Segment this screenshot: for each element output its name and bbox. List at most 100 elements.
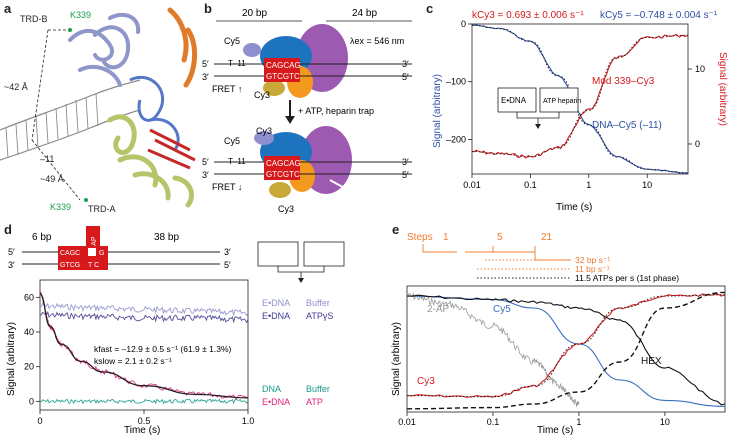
panel-b-schematic: 20 bp 24 bp CAGCAG GTCGTC Cy5 T–11 5′ 3′…	[202, 8, 412, 214]
e-series-3	[406, 294, 726, 406]
k339-bottom-label: K339	[50, 202, 71, 212]
d-fit-line	[39, 293, 249, 399]
d-ytick-label: 40	[24, 327, 34, 337]
cy5-label-bottom: Cy5	[224, 136, 240, 146]
reaction-arrowhead	[285, 116, 295, 124]
cy5-label-top: Cy5	[224, 36, 240, 46]
mix-arrow-d	[277, 266, 325, 280]
d-tick-layer: 0 0.5 1.0 60 40 20 0	[24, 292, 254, 426]
k339-top-marker	[68, 28, 72, 32]
k339-top-label: K339	[70, 10, 91, 20]
minus11-label: –11	[40, 154, 54, 164]
injection-arrow	[516, 112, 560, 126]
label-cy3-e: Cy3	[417, 376, 435, 387]
ylabel-d: Signal (arbitrary)	[6, 322, 17, 396]
mix-arrowhead-d	[298, 278, 304, 283]
five-prime-bottom-d: 5′	[224, 260, 231, 270]
ylabel-left-c: Signal (arbitrary)	[432, 74, 443, 148]
ylabel-e: Signal (arbitrary)	[391, 322, 402, 396]
tag-2ap: 2-AP	[91, 236, 98, 252]
trd-b-domain	[68, 12, 141, 87]
d-ytick-label: 20	[24, 362, 34, 372]
label-cy5-e: Cy5	[493, 304, 511, 315]
seq-box-bottom	[264, 156, 300, 180]
kslow-label: kslow = 2.1 ± 0.2 s⁻¹	[94, 356, 172, 366]
three-prime-bottom-d: 3′	[8, 260, 15, 270]
d-series-layer	[39, 290, 249, 405]
panel-label-d: d	[4, 222, 12, 237]
distance-49-label: ~49 Å	[40, 174, 64, 184]
xlabel-e: Time (s)	[537, 425, 573, 436]
trd-b-label: TRD-B	[20, 14, 48, 24]
legend-d-1-right: ATPγS	[306, 311, 333, 321]
legend-d-2-right: Buffer	[306, 384, 330, 394]
d-ytick-label: 0	[29, 396, 34, 406]
e-series-layer	[406, 291, 726, 410]
seq-top-1: CAGCAG	[266, 61, 301, 70]
olive-subunit-top	[263, 80, 285, 96]
legend-d: E•DNA Buffer E•DNA ATPγS DNA Buffer E•DN…	[262, 298, 333, 407]
steps-label: Steps	[407, 232, 433, 243]
panel-label-c: c	[426, 1, 434, 16]
rate-atp: 11.5 ATPs per s (1st phase)	[575, 273, 679, 283]
three-prime-bottom-2: 3′	[202, 170, 209, 180]
seq-bottom-d: GTCG	[60, 262, 80, 269]
panel-e-chart: Steps 1 5 21 32 bp s⁻¹ 11 bp s⁻¹ 11.5 AT…	[391, 232, 726, 436]
lambda-label: λex = 546 nm	[350, 36, 404, 46]
three-prime-top-d: 3′	[224, 247, 231, 257]
bp-right-d: 38 bp	[154, 232, 179, 243]
step-5: 5	[497, 232, 503, 243]
dna-helix	[0, 79, 141, 161]
legend-d-0-right: Buffer	[306, 298, 330, 308]
rate-32: 32 bp s⁻¹	[575, 255, 610, 265]
olive-subunit-bottom	[269, 182, 291, 198]
reaction-label: + ATP, heparin trap	[298, 106, 374, 116]
seq-top-2: CAGCAG	[266, 159, 301, 168]
c-fit-0	[471, 24, 689, 174]
trd-a-label: TRD-A	[88, 204, 116, 214]
legend-d-3-left: E•DNA	[262, 397, 290, 407]
five-prime-top-d: 5′	[8, 247, 15, 257]
red-helices	[147, 128, 196, 170]
bp-left-d: 6 bp	[32, 232, 52, 243]
c-ytick-left-label: –100	[446, 77, 466, 87]
d-xtick-label: 0.5	[138, 416, 151, 426]
c-ytick-left-label: –200	[446, 134, 466, 144]
c-tick-layer: 0.01 0.1 1 10 0 –100 –200 10 0	[446, 19, 705, 190]
legend-d-3-right: ATP	[306, 397, 323, 407]
panel-label-a: a	[4, 1, 12, 16]
t11-label-bottom: T–11	[228, 157, 246, 166]
panel-label-b: b	[204, 1, 212, 16]
panel-a-structure: TRD-B K339 ~42 Å –11 ~49 Å K339 TRD-A	[0, 7, 197, 214]
core-domain	[129, 75, 180, 151]
mtase-domain	[167, 7, 197, 88]
panel-c-chart: kCy3 = 0.693 ± 0.006 s⁻¹ kCy5 = –0.748 ±…	[432, 10, 728, 213]
e-cy3-fit	[406, 294, 726, 398]
translocation-arrow	[329, 179, 349, 191]
cy3-label-bottom: Cy3	[278, 204, 294, 214]
seq-top-d: CAGC	[60, 250, 80, 257]
seq-top-end-d: G	[99, 250, 104, 257]
label-mod339: Mod 339–Cy3	[592, 76, 655, 87]
injection-box-left-label: E•DNA	[501, 96, 527, 105]
e-xtick-label: 0.01	[398, 417, 416, 427]
distance-lines	[31, 29, 81, 201]
five-prime-bottom-2: 5′	[402, 170, 409, 180]
legend-d-0-left: E•DNA	[262, 298, 290, 308]
lavender-subunit-top	[243, 43, 261, 57]
panel-label-e: e	[392, 222, 400, 237]
c-fit-1	[471, 34, 689, 158]
panel-d-chart: 6 bp 38 bp 2-AP CAGC G GTCG T C 5′ 3′ 3′…	[6, 226, 345, 436]
plot-frame-e	[406, 285, 726, 413]
trd-a-domain	[107, 114, 194, 208]
seq-bottom-2: GTCGTC	[266, 170, 300, 179]
d-series-2	[39, 398, 249, 405]
bp-left-label: 20 bp	[242, 8, 267, 19]
seq-box-top	[264, 58, 300, 82]
fret-up-label: FRET ↑	[212, 84, 242, 94]
steps-bracket	[422, 244, 571, 261]
rate-11: 11 bp s⁻¹	[575, 264, 610, 274]
c-xtick-label: 1	[586, 180, 591, 190]
ylabel-right-c: Signal (arbitrary)	[717, 52, 728, 126]
lavender-subunit-bottom	[254, 131, 274, 145]
